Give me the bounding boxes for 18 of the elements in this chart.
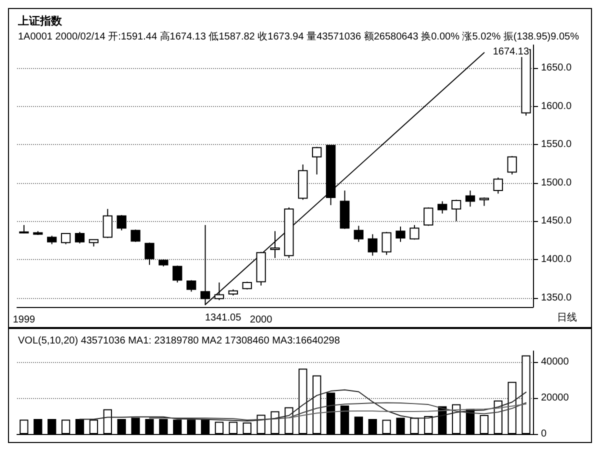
annotation: 1674.13 [492,46,530,58]
chart-subtitle: 1A0001 2000/02/14 开:1591.44 高1674.13 低1587.82 收1673.94 量43571036 额26580643 换0.00% 涨5.02% 振(138.95)9.05% [18,30,580,42]
y-tick-label: 1350.0 [541,292,572,304]
y-tick-label: 20000 [541,392,570,404]
y-tick-label: 1400.0 [541,254,572,266]
x-tick-label: 2000 [250,314,273,326]
text: 1341.05 [205,312,242,324]
x-tick-label: 1999 [12,314,36,326]
y-tick-label: 0 [541,428,547,440]
chart-title: 上证指数 [17,14,63,28]
chart-title: VOL(5,10,20) 43571036 MA1: 23189780 MA2 17308460 MA3:16640298 [18,336,340,346]
text: 日线 [557,312,577,324]
y-tick-label: 1500.0 [541,177,572,188]
y-tick-label: 40000 [541,356,570,368]
y-tick-label: 1650.0 [541,62,572,74]
y-tick-label: 1550.0 [541,139,572,150]
y-tick-label: 1450.0 [541,216,572,227]
y-tick-label: 1600.0 [541,100,572,112]
